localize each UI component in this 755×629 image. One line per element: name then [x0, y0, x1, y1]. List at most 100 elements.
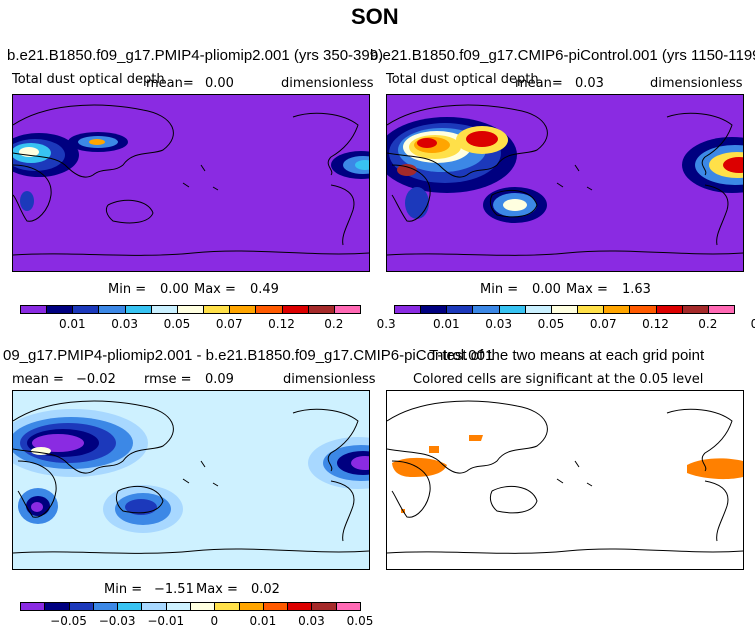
- colorbar-swatch: [238, 602, 264, 611]
- colorbar-top-left: 0.01 0.03 0.05 0.07 0.12 0.2 0.3: [20, 305, 396, 331]
- colorbar-swatch: [92, 602, 119, 611]
- colorbar-swatch: [577, 305, 605, 314]
- colorbar-swatch: [629, 305, 657, 314]
- colorbar-swatch: [46, 305, 74, 314]
- rmse-label-bottom-left: rmse =: [144, 372, 192, 387]
- colorbar-bottom-left: −0.05 −0.03 −0.01 0 0.01 0.03 0.05: [20, 602, 373, 628]
- coastlines: [13, 400, 369, 554]
- colorbar-tick-label: 0.07: [589, 317, 617, 331]
- colorbar-swatch: [707, 305, 735, 314]
- colorbar-tick-label: 0.01: [432, 317, 460, 331]
- colorbar-swatch: [141, 602, 167, 611]
- min-label-top-right: Min =: [480, 282, 519, 297]
- mean-value-bottom-left: −0.02: [76, 372, 116, 387]
- colorbar-swatch: [165, 602, 191, 611]
- colorbar-swatch: [446, 305, 474, 314]
- colorbar-swatch: [420, 305, 448, 314]
- panel-title-top-left: b.e21.B1850.f09_g17.PMIP4-pliomip2.001 (…: [7, 47, 384, 64]
- colorbar-swatch: [124, 305, 152, 314]
- dust-plume-middle-east: [68, 132, 128, 152]
- colorbar-swatch: [603, 305, 631, 314]
- colorbar-swatch: [190, 602, 216, 611]
- colorbar-swatch: [311, 602, 337, 611]
- min-value-top-left: 0.00: [160, 282, 189, 297]
- colorbar-tick-label: 0.2: [324, 317, 344, 331]
- colorbar-top-right: 0.01 0.03 0.05 0.07 0.12 0.2 0.3: [394, 305, 755, 331]
- colorbar-swatch: [335, 602, 361, 611]
- colorbar-tick-label: −0.03: [98, 614, 136, 628]
- panel-title-top-right: b.e21.B1850.f09_g17.CMIP6-piControl.001 …: [370, 47, 755, 64]
- max-value-top-right: 1.63: [622, 282, 651, 297]
- colorbar-swatch: [176, 305, 205, 314]
- min-value-top-right: 0.00: [532, 282, 561, 297]
- dust-plume-east: [331, 151, 369, 179]
- panel-subtitle-bottom-right: Colored cells are significant at the 0.0…: [413, 372, 704, 387]
- dust-plume-east: [682, 137, 743, 193]
- colorbar-tick-label: 0.3: [750, 317, 755, 331]
- colorbar-swatch: [150, 305, 178, 314]
- variable-label-top-right: Total dust optical depth: [386, 72, 539, 87]
- max-value-bottom-left: 0.02: [251, 582, 280, 597]
- dust-plume-arabia: [456, 126, 508, 154]
- colorbar-tick-label: 0.03: [298, 614, 325, 628]
- colorbar-tick-label: 0.07: [215, 317, 243, 331]
- colorbar-swatch: [472, 305, 500, 314]
- colorbar-swatch: [394, 305, 422, 314]
- colorbar-swatch: [255, 305, 283, 314]
- dust-plume-sahara: [387, 117, 517, 193]
- mean-label-top-right: mean=: [515, 76, 563, 91]
- panel-title-bottom-left: 09_g17.PMIP4-pliomip2.001 - b.e21.B1850.…: [3, 347, 494, 364]
- colorbar-swatch: [681, 305, 709, 314]
- colorbar-swatch: [214, 602, 240, 611]
- colorbar-swatch: [72, 305, 100, 314]
- colorbar-swatch: [655, 305, 683, 314]
- mean-label-bottom-left: mean =: [12, 372, 64, 387]
- min-label-bottom-left: Min =: [104, 582, 143, 597]
- units-top-right: dimensionless: [650, 76, 743, 91]
- colorbar-swatch: [307, 305, 335, 314]
- diff-negative-australia: [103, 485, 183, 533]
- dust-plume-south-africa: [20, 191, 34, 211]
- panel-title-bottom-right: T-test of the two means at each grid poi…: [429, 347, 705, 364]
- colorbar-swatch: [281, 305, 309, 314]
- colorbar-tick-label: 0: [210, 614, 219, 628]
- colorbar-swatch: [20, 305, 48, 314]
- colorbar-tick-label: 0.01: [58, 317, 86, 331]
- map-top-left: [12, 94, 370, 272]
- colorbar-swatch: [550, 305, 579, 314]
- colorbar-swatch: [229, 305, 257, 314]
- min-value-bottom-left: −1.51: [154, 582, 194, 597]
- colorbar-swatch: [68, 602, 94, 611]
- mean-value-top-left: 0.00: [205, 76, 234, 91]
- variable-label-top-left: Total dust optical depth: [12, 72, 165, 87]
- coastlines: [13, 104, 369, 256]
- map-bottom-right: [386, 390, 744, 570]
- colorbar-swatch: [98, 305, 126, 314]
- colorbar-swatch: [20, 602, 46, 611]
- colorbar-tick-label: 0.01: [249, 614, 277, 628]
- colorbar-tick-label: 0.2: [698, 317, 718, 331]
- colorbar-tick-label: 0.05: [537, 317, 565, 331]
- rmse-value-bottom-left: 0.09: [205, 372, 234, 387]
- figure-title: SON: [351, 4, 399, 29]
- colorbar-swatch: [333, 305, 361, 314]
- colorbar-swatch: [203, 305, 231, 314]
- significant-cells: [392, 435, 743, 513]
- dust-plume-sahara: [13, 133, 79, 177]
- dust-plume-south-africa: [405, 187, 429, 219]
- colorbar-tick-label: 0.03: [111, 317, 138, 331]
- coastlines: [387, 104, 743, 256]
- max-label-top-right: Max =: [566, 282, 608, 297]
- colorbar-swatch: [287, 602, 313, 611]
- colorbar-swatch: [117, 602, 143, 611]
- colorbar-tick-label: 0.12: [268, 317, 295, 331]
- colorbar-tick-label: 0.12: [642, 317, 669, 331]
- units-bottom-left: dimensionless: [283, 372, 376, 387]
- colorbar-swatch: [498, 305, 526, 314]
- colorbar-tick-label: 0.05: [346, 614, 374, 628]
- mean-label-top-left: mean=: [146, 76, 194, 91]
- diff-negative-south-africa: [18, 488, 58, 524]
- mean-value-top-right: 0.03: [575, 76, 604, 91]
- diff-negative-east: [308, 437, 369, 489]
- colorbar-tick-label: 0.05: [163, 317, 191, 331]
